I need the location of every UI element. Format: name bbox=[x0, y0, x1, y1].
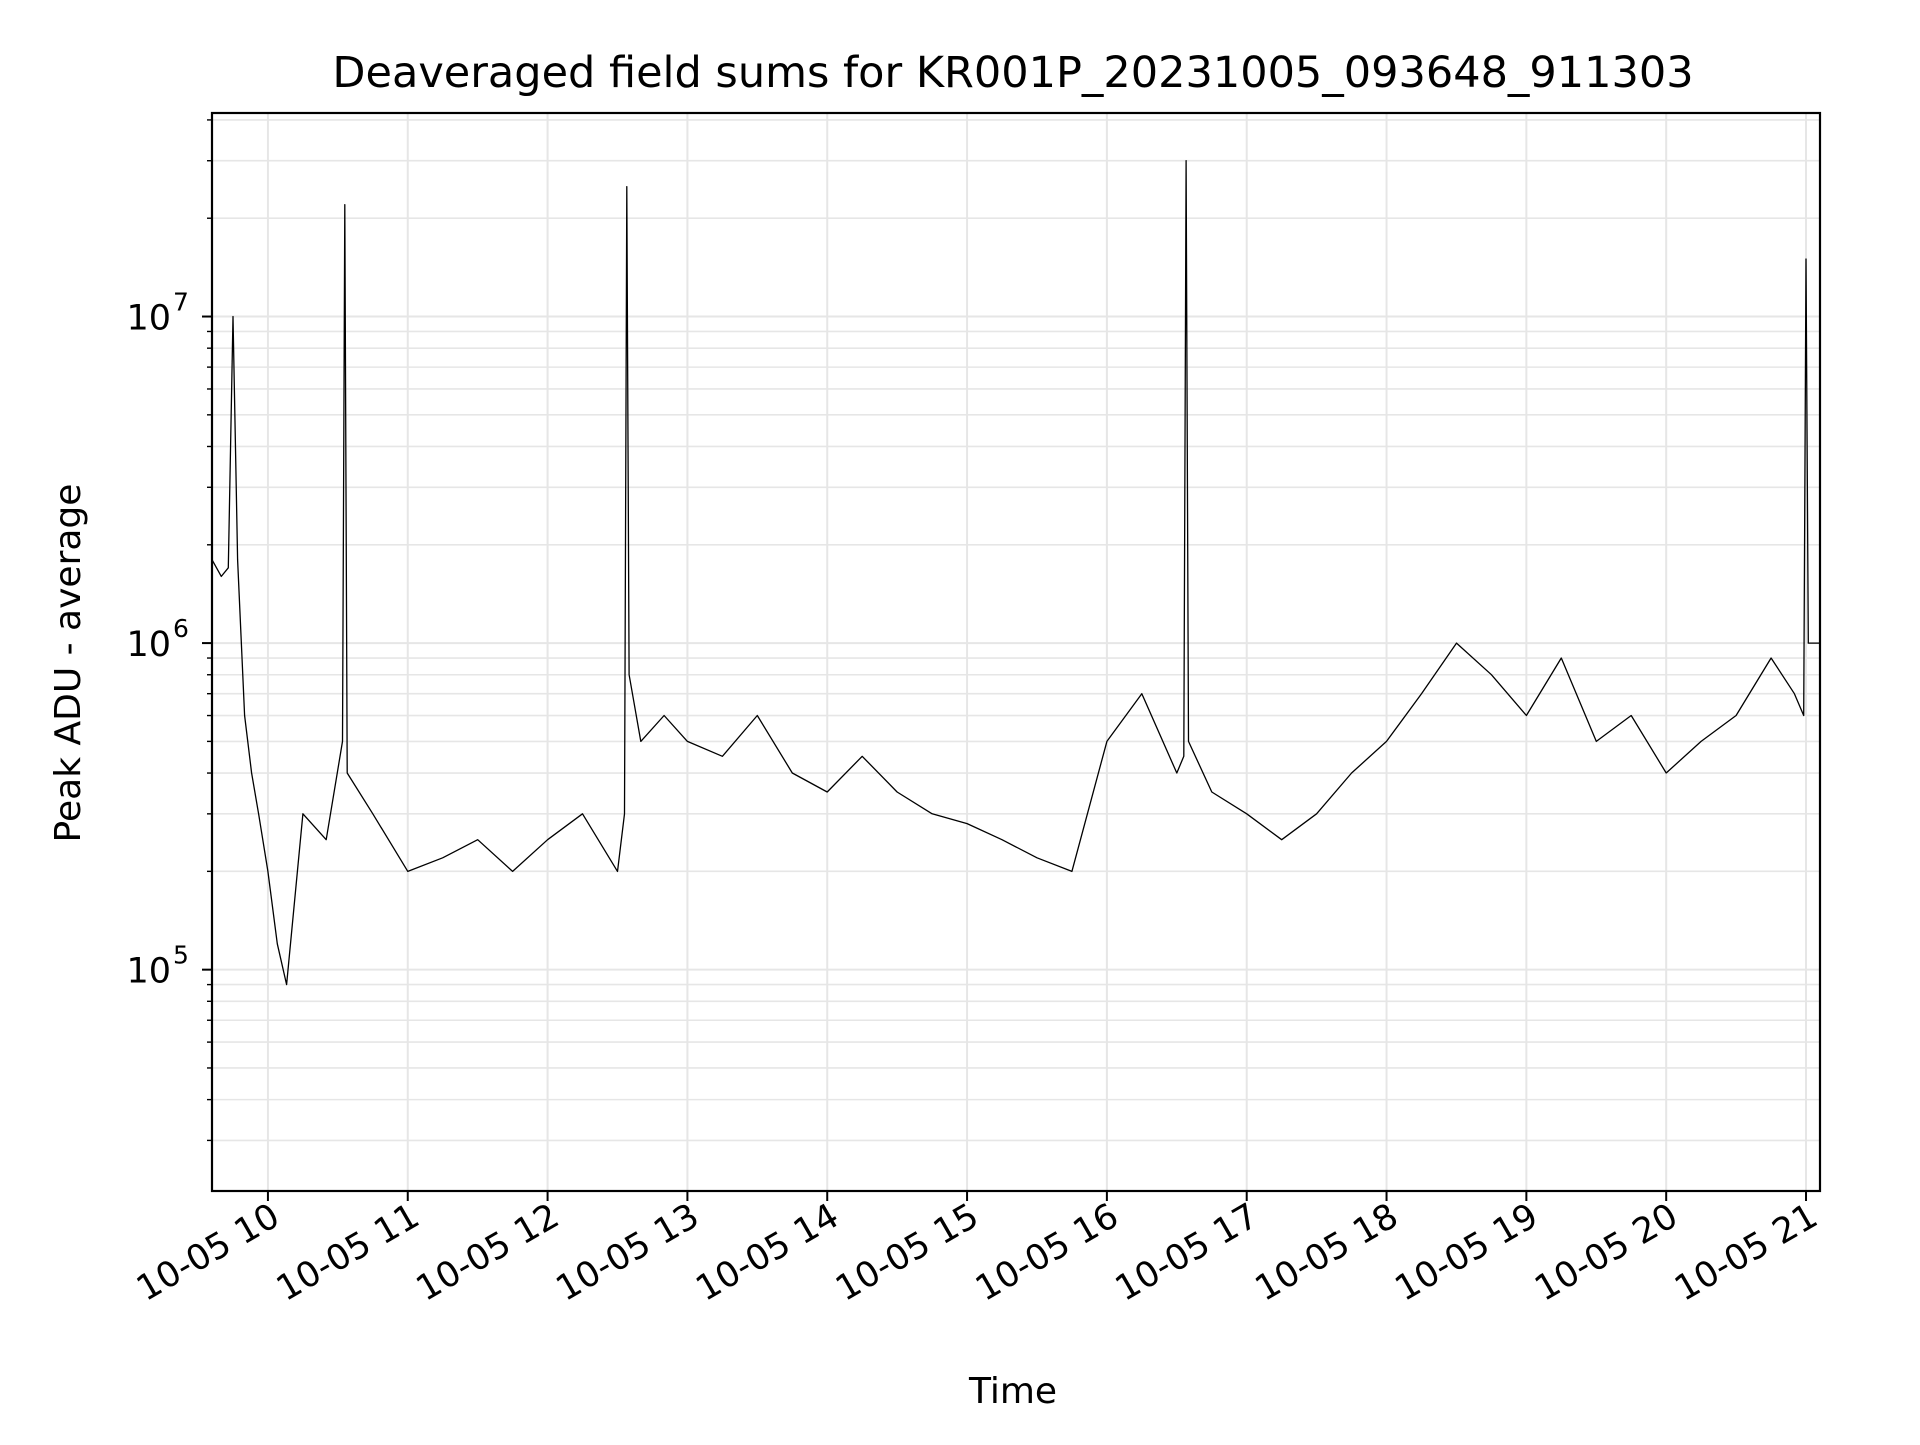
chart-title: Deaveraged field sums for KR001P_2023100… bbox=[332, 48, 1693, 98]
y-tick-label: 10 6 bbox=[126, 614, 188, 665]
x-axis-label: Time bbox=[968, 1371, 1057, 1412]
y-tick-label-exponent: 6 bbox=[173, 614, 189, 643]
y-tick-label: 10 5 bbox=[126, 941, 188, 992]
y-tick-label-base: 10 bbox=[126, 625, 171, 665]
plot-area-frame bbox=[210, 111, 1822, 1193]
y-tick-label: 10 7 bbox=[126, 288, 188, 339]
y-tick-label-exponent: 7 bbox=[173, 288, 189, 317]
y-tick-label-base: 10 bbox=[126, 952, 171, 992]
series-line-0 bbox=[211, 160, 1820, 986]
grid-layer bbox=[212, 113, 1820, 1191]
y-tick-label-base: 10 bbox=[126, 299, 171, 339]
y-tick-label-exponent: 5 bbox=[173, 941, 189, 970]
y-axis-label: Peak ADU - average bbox=[48, 484, 89, 843]
line-layer bbox=[211, 160, 1820, 986]
